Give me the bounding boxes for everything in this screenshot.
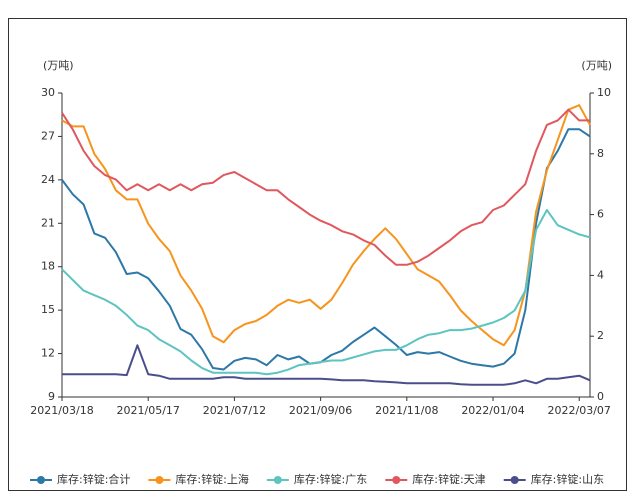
y-tick-label: 9	[48, 390, 55, 403]
legend-label: 库存:锌锭:山东	[531, 472, 604, 486]
y-axis-label: (万吨)	[43, 59, 74, 72]
x-tick-label: 2022/01/04	[461, 404, 524, 417]
legend-marker	[510, 476, 519, 484]
y-tick-label: 15	[41, 303, 55, 316]
y2-tick-label: 10	[597, 86, 611, 99]
legend-label: 库存:锌锭:天津	[412, 472, 485, 486]
x-tick-label: 2021/11/08	[375, 404, 438, 417]
x-tick-label: 2021/09/06	[289, 404, 352, 417]
y-tick-label: 12	[41, 347, 55, 360]
y-tick-label: 27	[41, 129, 55, 142]
y-tick-label: 30	[41, 86, 55, 99]
legend-marker	[392, 476, 401, 484]
series-line	[61, 128, 591, 371]
chart-frame	[8, 18, 627, 491]
y2-tick-label: 4	[597, 268, 604, 281]
y2-tick-label: 8	[597, 147, 604, 160]
legend-marker	[273, 476, 282, 484]
x-tick-label: 2021/07/12	[203, 404, 266, 417]
legend: 库存:锌锭:合计 库存:锌锭:上海 库存:锌锭:广东 库存:锌锭:天津 库存:锌锭:山东	[30, 472, 604, 486]
y2-tick-label: 6	[597, 208, 604, 221]
x-tick-label: 2021/03/18	[30, 404, 93, 417]
series-line	[61, 209, 591, 376]
y2-axis-label: (万吨)	[581, 59, 612, 72]
y-tick-label: 21	[41, 216, 55, 229]
legend-label: 库存:锌锭:合计	[57, 472, 130, 486]
legend-marker	[37, 476, 45, 484]
legend-marker	[155, 476, 164, 484]
y2-tick-label: 0	[597, 390, 604, 403]
x-tick-label: 2022/03/07	[548, 404, 611, 417]
legend-label: 库存:锌锭:广东	[294, 472, 367, 486]
series-line	[62, 344, 591, 386]
series-line	[61, 108, 590, 266]
y-tick-label: 18	[41, 260, 55, 273]
series-line	[61, 104, 591, 347]
y2-tick-label: 2	[597, 329, 604, 342]
x-tick-label: 2021/05/17	[117, 404, 180, 417]
y-tick-label: 24	[41, 173, 55, 186]
legend-label: 库存:锌锭:上海	[175, 472, 248, 486]
